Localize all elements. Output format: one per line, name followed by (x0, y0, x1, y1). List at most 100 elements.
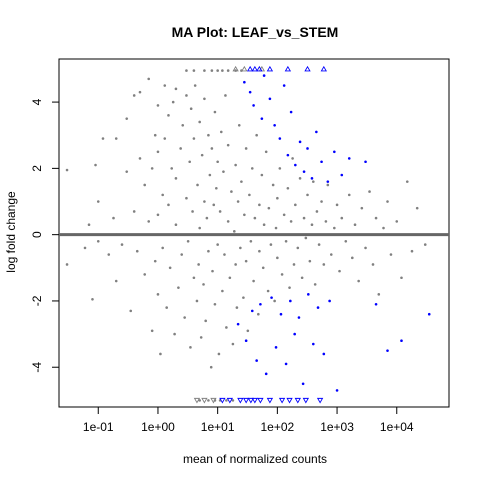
data-point-triangle-up (251, 65, 259, 72)
data-point (211, 269, 214, 273)
data-point (317, 243, 321, 246)
data-point (236, 322, 240, 326)
data-point (364, 160, 367, 164)
data-point (161, 193, 164, 197)
data-point (167, 203, 170, 207)
data-point (143, 273, 147, 276)
data-point (183, 316, 186, 319)
data-point (226, 220, 230, 223)
data-point (153, 259, 157, 263)
data-point (249, 239, 253, 243)
data-point (243, 213, 246, 217)
data-point (326, 183, 330, 187)
data-point-triangle-down (237, 397, 244, 404)
data-point (87, 223, 91, 227)
data-point (410, 249, 414, 253)
data-point (389, 253, 393, 256)
data-point (168, 266, 172, 270)
data-point (288, 286, 291, 289)
x-tick-label: 1e-01 (83, 420, 114, 434)
data-point (180, 253, 184, 256)
data-point (340, 173, 344, 177)
data-point (347, 193, 351, 197)
data-point-triangle-down (226, 397, 234, 404)
data-point (216, 243, 219, 246)
data-point (298, 177, 302, 180)
x-tick-label: 1e+03 (320, 420, 354, 434)
data-point (153, 133, 157, 137)
x-tick-label: 1e+02 (261, 420, 295, 434)
data-point (205, 216, 209, 220)
data-point (368, 190, 371, 193)
data-point (286, 153, 290, 157)
data-point (234, 163, 237, 167)
y-tick-label: 0 (30, 231, 44, 238)
data-point (296, 246, 300, 250)
data-point (226, 143, 230, 147)
data-point (333, 150, 336, 154)
data-points (65, 65, 431, 404)
data-point-triangle-down (266, 397, 274, 404)
data-point (174, 87, 178, 91)
data-point (221, 289, 224, 293)
y-axis: -4 -2 0 2 4 (30, 98, 60, 373)
data-point (293, 332, 296, 336)
data-point (286, 186, 290, 190)
data-point-triangle-down (286, 397, 293, 404)
data-point (257, 312, 260, 316)
data-point (83, 246, 87, 250)
data-point (415, 206, 419, 210)
data-point (360, 206, 364, 210)
data-point (340, 216, 344, 220)
data-point-triangle-down (242, 397, 250, 404)
data-point (101, 137, 105, 140)
data-point (237, 123, 241, 127)
data-point (253, 216, 257, 220)
data-point (386, 200, 389, 203)
data-point (171, 100, 175, 104)
data-point (400, 276, 403, 280)
data-point (91, 297, 94, 301)
data-point (129, 309, 133, 313)
data-point (174, 223, 178, 227)
data-point (326, 180, 330, 183)
data-point (177, 286, 180, 289)
data-point-triangle-up (284, 65, 292, 72)
data-point (264, 150, 268, 154)
data-point (185, 94, 188, 97)
y-tick-label: 2 (30, 165, 44, 172)
data-point (208, 173, 212, 177)
data-point (200, 153, 204, 157)
data-point (328, 299, 331, 303)
data-point (125, 170, 129, 173)
data-point-triangle-up (246, 65, 254, 72)
data-point (156, 213, 160, 217)
data-point (212, 203, 216, 207)
data-point (262, 223, 266, 227)
data-point (423, 243, 427, 246)
data-point (163, 84, 167, 87)
x-axis: 1e-01 1e+00 1e+01 1e+02 1e+03 1e+04 (83, 406, 414, 434)
data-point (236, 200, 240, 203)
data-point (302, 216, 306, 220)
data-point (357, 279, 360, 283)
data-point (173, 332, 176, 336)
data-point (260, 117, 264, 120)
data-point (320, 160, 323, 164)
data-point (338, 269, 341, 273)
data-point (223, 253, 226, 256)
data-point (225, 399, 228, 402)
data-point (207, 249, 210, 253)
data-point (282, 84, 286, 87)
data-point (213, 302, 217, 306)
data-point (395, 220, 399, 223)
data-point (216, 160, 219, 164)
data-point (235, 306, 239, 309)
data-point (382, 226, 385, 230)
data-point (304, 236, 308, 240)
data-point (284, 362, 288, 366)
data-point (181, 123, 185, 127)
data-point (350, 256, 354, 260)
data-point (203, 200, 206, 203)
